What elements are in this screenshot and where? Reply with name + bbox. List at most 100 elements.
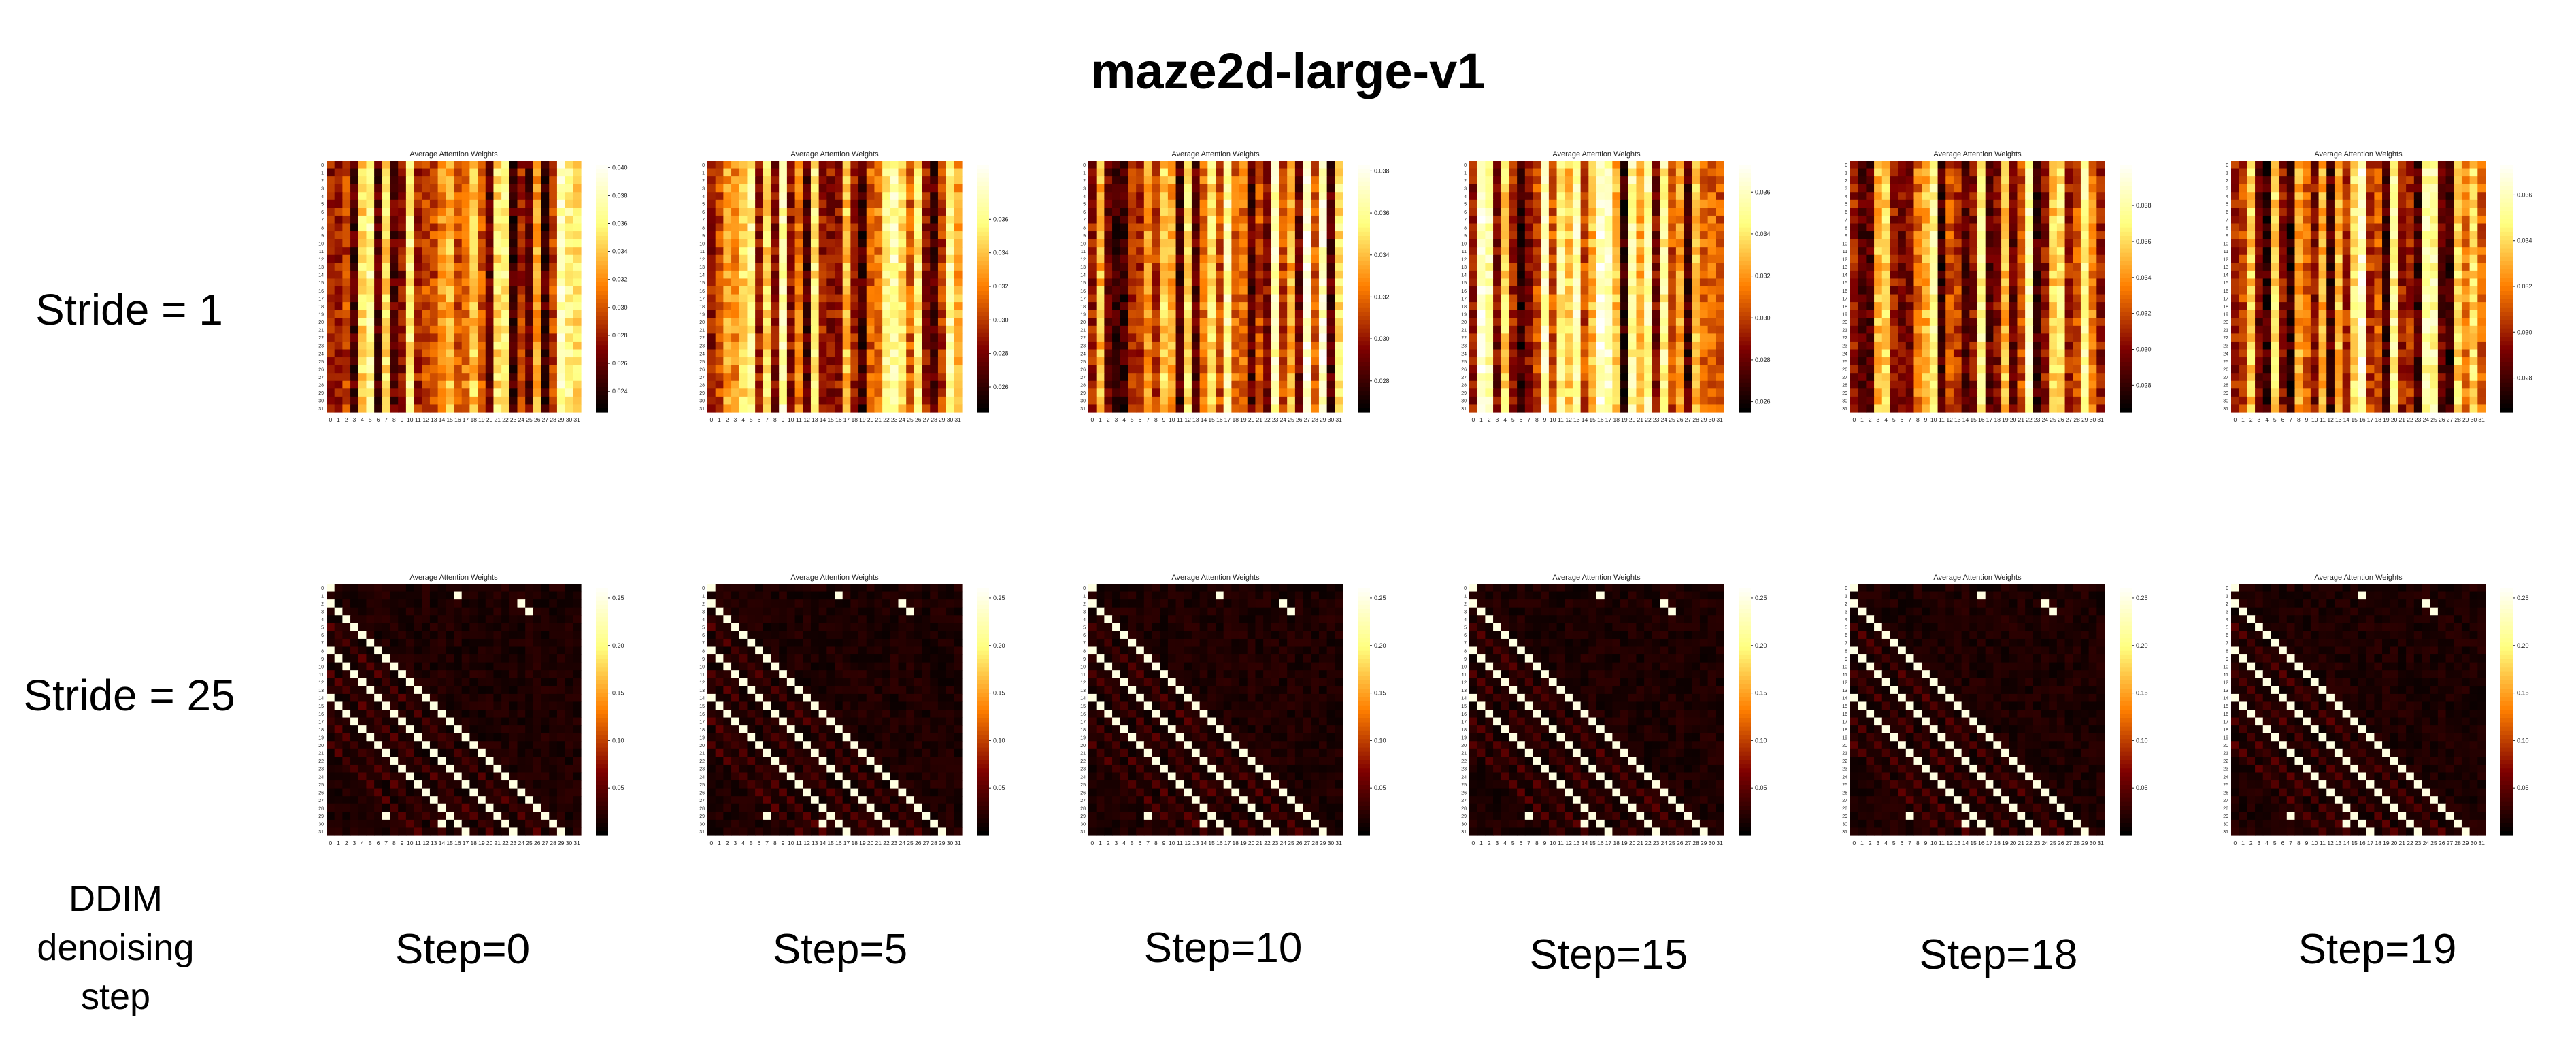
- heatmap-cell: [2017, 192, 2026, 201]
- heatmap-cell: [1231, 231, 1240, 240]
- heatmap-cell: [350, 176, 359, 185]
- heatmap-cell: [573, 373, 582, 382]
- colorbar-segment: [1739, 307, 1751, 312]
- colorbar-segment: [596, 332, 608, 337]
- heatmap-cell: [501, 373, 510, 382]
- y-tick-label: 18: [699, 305, 705, 310]
- heatmap-cell: [469, 365, 478, 374]
- heatmap-cell: [1541, 176, 1550, 185]
- heatmap-cell: [1469, 231, 1478, 240]
- heatmap-cell: [1088, 388, 1097, 397]
- colorbar-segment: [1358, 248, 1370, 254]
- heatmap-cell: [1636, 373, 1645, 382]
- heatmap-cell: [366, 247, 375, 256]
- heatmap-cell: [874, 192, 883, 201]
- heatmap-cell: [954, 199, 963, 208]
- heatmap-cell: [1311, 357, 1320, 366]
- heatmap-cell: [366, 349, 375, 358]
- heatmap-cell: [1112, 357, 1121, 366]
- heatmap-cell: [1533, 184, 1541, 193]
- heatmap-cell: [810, 388, 820, 397]
- heatmap-cell: [771, 176, 780, 185]
- heatmap-cell: [1501, 294, 1510, 303]
- heatmap-cell: [954, 286, 963, 295]
- y-tick-label: 25: [699, 360, 705, 365]
- heatmap-cell: [334, 388, 343, 397]
- heatmap-cell: [858, 302, 867, 311]
- heatmap-cell: [858, 286, 867, 295]
- heatmap-cell: [922, 349, 931, 358]
- colorbar-segment: [1358, 403, 1370, 409]
- heatmap-cell: [779, 294, 788, 303]
- heatmap-cell: [2009, 161, 2018, 169]
- y-tick-label: 10: [1461, 242, 1467, 246]
- colorbar-segment: [1739, 202, 1751, 208]
- heatmap-cell: [1104, 263, 1113, 271]
- x-tick-label: 31: [954, 416, 961, 423]
- heatmap-cell: [1160, 357, 1169, 366]
- heatmap-cell: [446, 263, 454, 271]
- heatmap-cell: [1128, 199, 1137, 208]
- heatmap-cell: [454, 223, 463, 232]
- heatmap-cell: [723, 349, 732, 358]
- heatmap-cell: [1524, 365, 1534, 374]
- heatmap-cell: [1572, 263, 1582, 271]
- heatmap-cell: [1565, 168, 1573, 177]
- y-tick-label: 11: [319, 250, 324, 254]
- heatmap-cell: [422, 341, 431, 350]
- heatmap-cell: [342, 318, 351, 327]
- heatmap-cell: [1556, 388, 1565, 397]
- heatmap-cell: [1509, 184, 1518, 193]
- heatmap-cell: [1660, 231, 1669, 240]
- heatmap-cell: [1969, 161, 1978, 169]
- heatmap-cell: [1866, 231, 1875, 240]
- heatmap-cell: [1509, 239, 1518, 248]
- heatmap-cell: [707, 270, 716, 280]
- heatmap-cell: [573, 263, 582, 271]
- x-tick-label: 23: [1272, 416, 1279, 423]
- x-tick-label: 8: [1154, 416, 1158, 423]
- heatmap-cell: [1668, 341, 1677, 350]
- heatmap-cell: [818, 215, 827, 225]
- heatmap-cell: [794, 341, 803, 350]
- heatmap-cell: [739, 380, 748, 389]
- heatmap-cell: [1160, 254, 1169, 263]
- heatmap-cell: [1120, 396, 1129, 405]
- heatmap-cell: [382, 278, 391, 287]
- heatmap-cell: [1604, 208, 1613, 216]
- heatmap-cell: [723, 223, 732, 232]
- heatmap-cell: [1318, 192, 1328, 201]
- heatmap-cell: [398, 341, 407, 350]
- heatmap-cell: [1612, 161, 1621, 169]
- heatmap-cell: [954, 208, 963, 216]
- heatmap-cell: [366, 208, 375, 216]
- heatmap-cell: [1255, 254, 1264, 263]
- heatmap-cell: [437, 208, 446, 216]
- heatmap-cell: [398, 357, 407, 366]
- heatmap-cell: [2033, 184, 2042, 193]
- heatmap-cell: [469, 215, 478, 225]
- heatmap-cell: [1858, 239, 1867, 248]
- heatmap-cell: [461, 161, 470, 169]
- heatmap-cell: [1692, 404, 1701, 413]
- heatmap-cell: [2001, 192, 2010, 201]
- heatmap-cell: [1628, 247, 1637, 256]
- heatmap-cell: [1644, 247, 1653, 256]
- y-tick-label: 3: [321, 186, 324, 191]
- heatmap-cell: [1716, 380, 1724, 389]
- heatmap-cell: [509, 310, 518, 318]
- heatmap-cell: [556, 380, 566, 389]
- heatmap-cell: [866, 254, 875, 263]
- heatmap-cell: [509, 286, 518, 295]
- heatmap-cell: [810, 341, 820, 350]
- colorbar-segment: [977, 231, 989, 237]
- y-tick-label: 22: [1461, 336, 1467, 341]
- heatmap-cell: [525, 349, 534, 358]
- colorbar-segment: [1739, 378, 1751, 384]
- heatmap-cell: [1160, 168, 1169, 177]
- heatmap-cell: [898, 341, 907, 350]
- heatmap-cell: [1628, 215, 1637, 225]
- heatmap-cell: [1588, 199, 1597, 208]
- colorbar-segment: [596, 324, 608, 329]
- heatmap-cell: [1263, 254, 1272, 263]
